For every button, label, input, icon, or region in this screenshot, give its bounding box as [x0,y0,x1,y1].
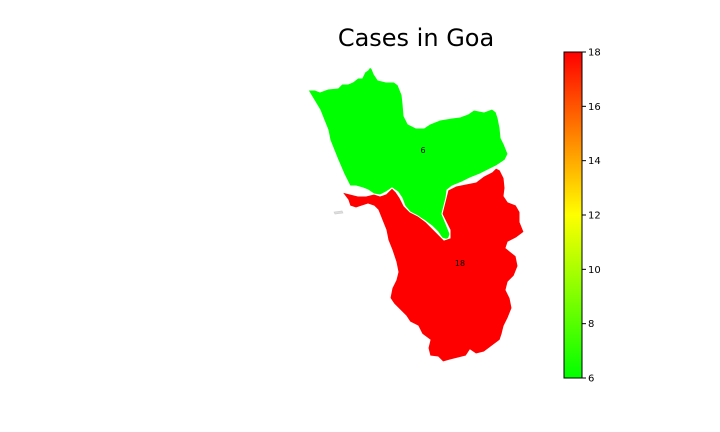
colorbar-tick-label: 6 [588,374,594,385]
colorbar-tick-label: 8 [588,319,594,330]
colorbar-ticks: 6 8 10 12 14 16 18 [582,48,601,385]
colorbar-tick-label: 14 [588,156,601,167]
colorbar: 6 8 10 12 14 16 18 [563,48,601,385]
colorbar-gradient [563,51,583,379]
islet-shape [333,210,344,215]
region-south-goa [340,167,525,363]
colorbar-tick-label: 12 [588,211,601,222]
region-label-south-goa: 18 [455,259,465,268]
goa-map: 6 18 [307,66,525,363]
chart-title: Cases in Goa [338,24,494,52]
region-label-north-goa: 6 [420,146,425,155]
colorbar-tick-label: 16 [588,102,601,113]
colorbar-tick-label: 18 [588,48,601,59]
colorbar-tick-label: 10 [588,265,601,276]
